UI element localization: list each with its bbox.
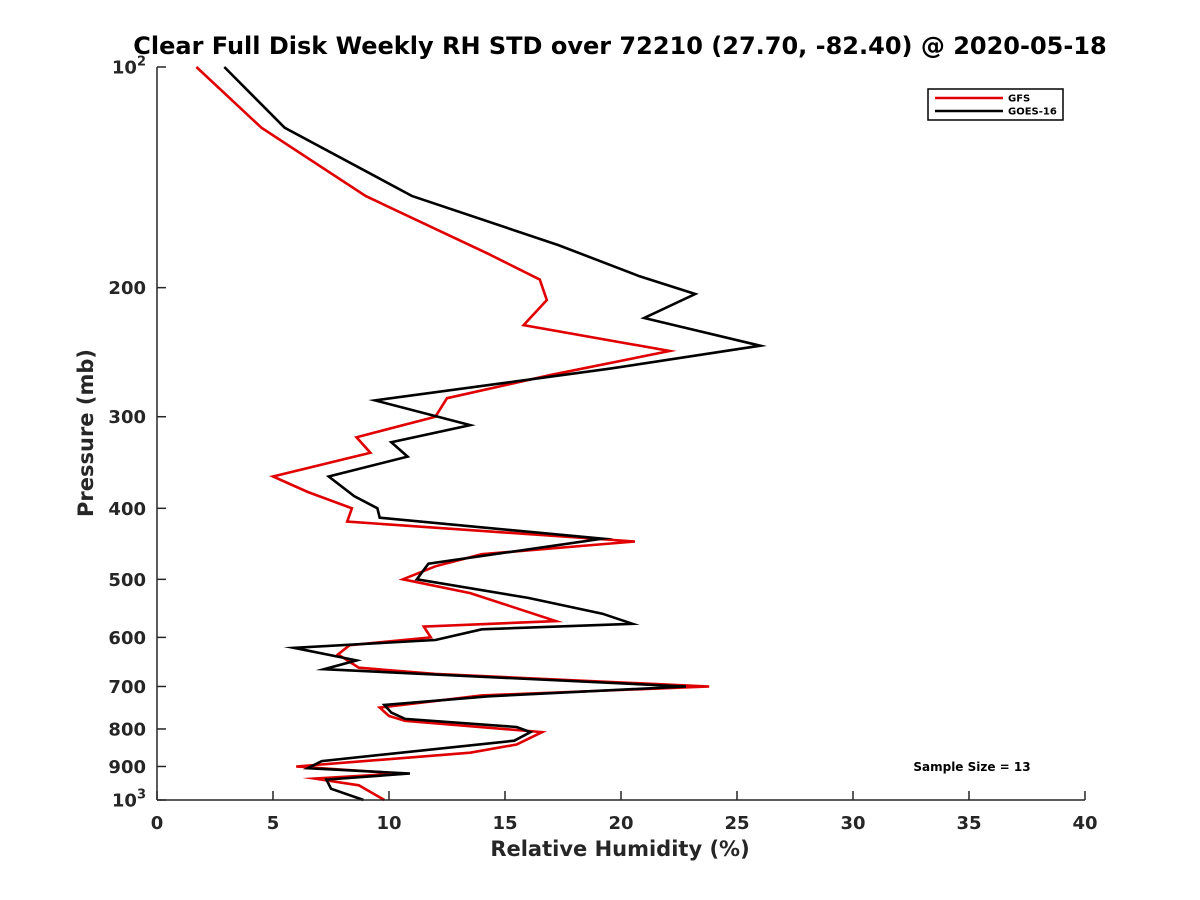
plot-area: 0 5 10 15 20 25 30 35 40 102 200 300 400 500 600 700 800… <box>108 55 1097 835</box>
x-tick-label: 40 <box>1072 813 1097 834</box>
y-tick-label: 103 <box>112 788 146 812</box>
x-tick-label: 20 <box>608 813 633 834</box>
legend-box <box>927 88 1064 121</box>
y-tick-label: 800 <box>108 719 146 740</box>
y-axis-label: Pressure (mb) <box>74 349 98 517</box>
series-line-gfs <box>195 66 710 802</box>
x-tick-label: 10 <box>376 813 401 834</box>
x-tick-label: 0 <box>151 813 164 834</box>
x-tick-label: 5 <box>267 813 280 834</box>
y-tick-label: 700 <box>108 677 146 698</box>
x-tick-label: 30 <box>840 813 865 834</box>
sample-size-annotation: Sample Size = 13 <box>913 760 1030 774</box>
y-tick-label: 500 <box>108 570 146 591</box>
y-tick-label: 900 <box>108 757 146 778</box>
series-line-goes16 <box>223 66 767 802</box>
y-tick-label: 400 <box>108 499 146 520</box>
x-tick-label: 35 <box>956 813 981 834</box>
x-tick-label: 15 <box>492 813 517 834</box>
y-tick-label: 600 <box>108 628 146 649</box>
x-axis-label: Relative Humidity (%) <box>490 837 749 861</box>
legend-label-goes16: GOES-16 <box>1008 107 1057 118</box>
y-tick-label: 200 <box>108 278 146 299</box>
y-tick-label: 300 <box>108 407 146 428</box>
chart-title: Clear Full Disk Weekly RH STD over 72210… <box>133 32 1106 60</box>
legend: GFS GOES-16 <box>927 88 1064 121</box>
x-tick-label: 25 <box>724 813 749 834</box>
legend-label-gfs: GFS <box>1008 94 1030 105</box>
y-tick-label: 102 <box>112 55 146 79</box>
